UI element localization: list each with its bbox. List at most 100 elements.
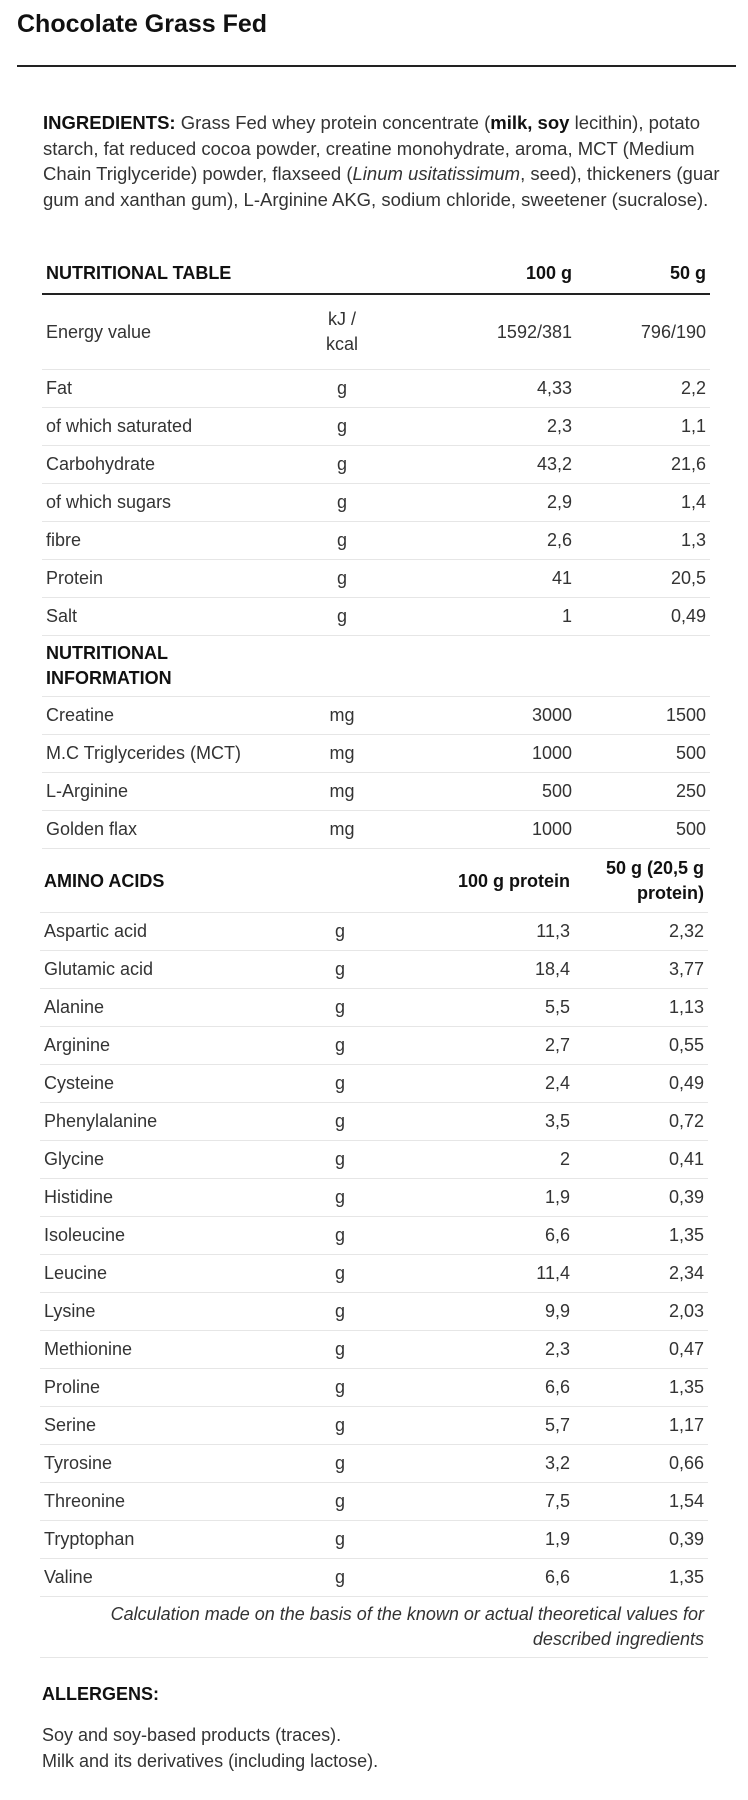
value-50g: 1,35 (574, 1558, 708, 1597)
energy-row: Energy value kJ / kcal 1592/381 796/190 (42, 294, 710, 370)
ingredients-allergen-bold: milk, soy (490, 112, 570, 133)
value-100g: 11,4 (400, 1254, 574, 1293)
table-row: Proline g 6,6 1,35 (40, 1368, 708, 1407)
value-100g: 1,9 (400, 1520, 574, 1559)
value-100g: 6,6 (400, 1368, 574, 1407)
value-50g: 2,32 (574, 912, 708, 951)
nutrient-unit: g (280, 1178, 400, 1217)
value-100g: 3000 (402, 696, 576, 735)
nutrient-name: L-Arginine (42, 772, 282, 811)
value-100g: 1,9 (400, 1178, 574, 1217)
header-cell (280, 850, 400, 913)
page-title: Chocolate Grass Fed (17, 10, 268, 38)
table-row: Threonine g 7,5 1,54 (40, 1482, 708, 1521)
table-row: Glutamic acid g 18,4 3,77 (40, 950, 708, 989)
value-50g: 0,39 (574, 1178, 708, 1217)
ingredients-latin-name: Linum usitatissimum (352, 163, 521, 184)
value-100g: 2,3 (402, 407, 576, 446)
nutrient-unit: g (280, 1558, 400, 1597)
information-rows: Creatine mg 3000 1500 M.C Triglycerides (MCT… (42, 696, 710, 849)
table-row: Methionine g 2,3 0,47 (40, 1330, 708, 1369)
unit-kcal: kcal (325, 334, 358, 354)
allergen-line: Milk and its derivatives (including lact… (42, 1750, 379, 1771)
nutrient-unit: g (280, 988, 400, 1027)
header-line: protein) (637, 883, 704, 903)
nutrient-name: Phenylalanine (40, 1102, 280, 1141)
table-row: Phenylalanine g 3,5 0,72 (40, 1102, 708, 1141)
value-50g: 1,1 (576, 407, 710, 446)
nutrient-name: Tryptophan (40, 1520, 280, 1559)
nutrient-unit: g (280, 1102, 400, 1141)
header-line: INFORMATION (46, 668, 172, 688)
value-100g: 9,9 (400, 1292, 574, 1331)
ingredients-text: INGREDIENTS: Grass Fed whey protein conc… (43, 110, 723, 212)
value-50g: 250 (576, 772, 710, 811)
header-cell: 50 g (576, 253, 710, 295)
title-divider (17, 65, 736, 67)
value-50g: 1500 (576, 696, 710, 735)
nutrient-unit: g (280, 1026, 400, 1065)
nutrient-unit: g (280, 1482, 400, 1521)
nutrient-name: Glutamic acid (40, 950, 280, 989)
nutrient-unit: g (280, 912, 400, 951)
nutrient-name: fibre (42, 521, 282, 560)
table-row: Golden flax mg 1000 500 (42, 810, 710, 849)
nutrient-unit: kJ / kcal (282, 294, 402, 370)
value-100g: 4,33 (402, 369, 576, 408)
header-cell: NUTRITIONAL TABLE (42, 253, 282, 295)
table-row: Alanine g 5,5 1,13 (40, 988, 708, 1027)
value-50g: 3,77 (574, 950, 708, 989)
nutrient-name: Carbohydrate (42, 445, 282, 484)
value-100g: 2,3 (400, 1330, 574, 1369)
value-50g: 1,54 (574, 1482, 708, 1521)
table-row: Tyrosine g 3,2 0,66 (40, 1444, 708, 1483)
value-50g: 2,2 (576, 369, 710, 408)
note-text: Calculation made on the basis of the kno… (40, 1596, 708, 1658)
nutritional-information-header: NUTRITIONAL INFORMATION (42, 635, 710, 697)
nutrient-unit: g (282, 483, 402, 522)
table-row: Histidine g 1,9 0,39 (40, 1178, 708, 1217)
header-cell (282, 253, 402, 295)
nutrient-unit: mg (282, 772, 402, 811)
note-line: Calculation made on the basis of the kno… (110, 1604, 704, 1624)
nutrient-unit: g (282, 559, 402, 598)
header-cell: 100 g (402, 253, 576, 295)
nutrient-name: Leucine (40, 1254, 280, 1293)
header-cell: NUTRITIONAL INFORMATION (42, 635, 710, 697)
nutrient-unit: mg (282, 734, 402, 773)
table-row: Creatine mg 3000 1500 (42, 696, 710, 735)
nutrient-unit: g (282, 521, 402, 560)
table-row: Protein g 41 20,5 (42, 559, 710, 598)
value-50g: 1,35 (574, 1216, 708, 1255)
value-100g: 6,6 (400, 1216, 574, 1255)
table-row: Aspartic acid g 11,3 2,32 (40, 912, 708, 951)
value-100g: 2,4 (400, 1064, 574, 1103)
nutrient-name: Glycine (40, 1140, 280, 1179)
nutrient-name: Histidine (40, 1178, 280, 1217)
table-row: Lysine g 9,9 2,03 (40, 1292, 708, 1331)
value-50g: 21,6 (576, 445, 710, 484)
nutrient-name: Threonine (40, 1482, 280, 1521)
nutrient-unit: g (280, 950, 400, 989)
header-cell: 50 g (20,5 g protein) (574, 850, 708, 913)
table-row: Carbohydrate g 43,2 21,6 (42, 445, 710, 484)
nutrient-unit: g (282, 369, 402, 408)
value-50g: 2,03 (574, 1292, 708, 1331)
value-50g: 0,49 (576, 597, 710, 636)
value-50g: 1,13 (574, 988, 708, 1027)
ingredients-part: lecithin), potato starch, fat reduced co… (43, 112, 701, 184)
nutrient-name: Serine (40, 1406, 280, 1445)
value-100g: 7,5 (400, 1482, 574, 1521)
value-100g: 3,5 (400, 1102, 574, 1141)
nutrient-unit: g (280, 1520, 400, 1559)
table-row: fibre g 2,6 1,3 (42, 521, 710, 560)
header-line: 50 g (20,5 g (605, 858, 704, 878)
nutrient-rows: Fat g 4,33 2,2 of which saturated g 2,3 1,1 Carb… (42, 369, 710, 636)
nutrient-name: Energy value (42, 294, 282, 370)
note-line: described ingredients (532, 1629, 704, 1649)
table-row: L-Arginine mg 500 250 (42, 772, 710, 811)
value-50g: 1,17 (574, 1406, 708, 1445)
value-50g: 1,4 (576, 483, 710, 522)
nutrient-name: of which sugars (42, 483, 282, 522)
value-100g: 1000 (402, 734, 576, 773)
